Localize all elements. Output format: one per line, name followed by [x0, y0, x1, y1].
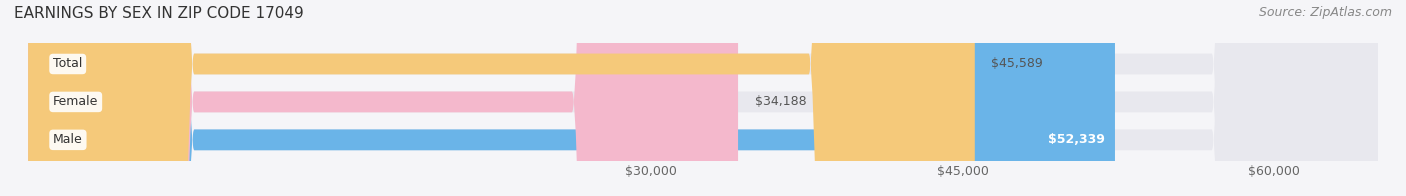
Text: $34,188: $34,188 [755, 95, 806, 108]
FancyBboxPatch shape [28, 0, 1378, 196]
Text: Source: ZipAtlas.com: Source: ZipAtlas.com [1258, 6, 1392, 19]
Text: Female: Female [53, 95, 98, 108]
FancyBboxPatch shape [28, 0, 1378, 196]
Text: EARNINGS BY SEX IN ZIP CODE 17049: EARNINGS BY SEX IN ZIP CODE 17049 [14, 6, 304, 21]
Text: $45,589: $45,589 [991, 57, 1043, 71]
FancyBboxPatch shape [28, 0, 1378, 196]
Text: Total: Total [53, 57, 83, 71]
Text: $52,339: $52,339 [1047, 133, 1105, 146]
FancyBboxPatch shape [28, 0, 974, 196]
Text: Male: Male [53, 133, 83, 146]
FancyBboxPatch shape [28, 0, 1115, 196]
FancyBboxPatch shape [28, 0, 738, 196]
